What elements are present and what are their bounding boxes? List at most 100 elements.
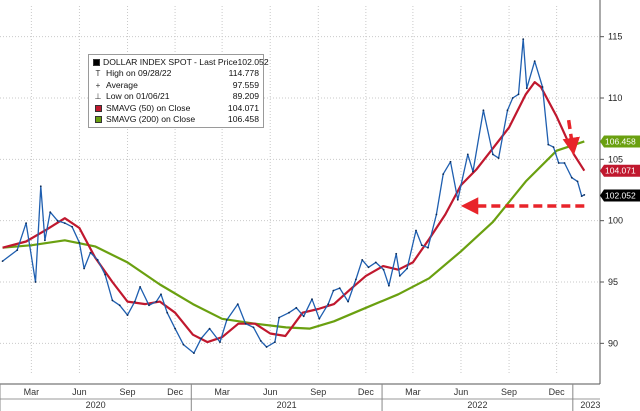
legend-label: Low on 01/06/21 [106,91,170,102]
price-point [570,176,573,179]
price-point [274,341,276,343]
price-point [482,109,485,112]
price-point [236,303,239,305]
year-label: 2023 [580,400,600,410]
legend-row-sma50: SMAVG (50) on Close 104.071 [93,103,259,114]
price-point [174,327,177,330]
price-point [449,160,452,163]
price-point [16,249,19,252]
price-point [388,284,390,287]
price-point [415,229,417,232]
price-point [517,93,520,96]
price-point [541,86,544,88]
price-point [111,299,114,302]
price-point [200,337,203,340]
year-label: 2021 [277,400,297,410]
price-point [580,195,583,198]
price-point [347,300,349,303]
price-point [547,143,550,146]
price-point [288,311,290,314]
price-point [166,311,169,314]
price-point [442,173,445,176]
series-layer [1,38,586,354]
y-tick-label: 90 [608,338,618,348]
price-point [466,153,469,156]
price-point [398,275,401,277]
price-point [506,109,509,112]
value-tag-text: 104.071 [605,166,636,176]
x-tick-label: Dec [549,387,566,397]
legend-value: 104.071 [227,102,259,113]
price-point [522,38,525,40]
price-point [49,211,52,214]
legend-value: 114.778 [228,68,259,79]
y-tick-label: 115 [608,32,622,42]
price-point [525,87,528,90]
price-point [563,162,566,164]
price-point [265,346,268,348]
legend-symbol-low: ⊥ [94,92,102,102]
year-label: 2022 [467,400,487,410]
y-tick-label: 95 [608,277,618,287]
legend-value: 89.209 [232,91,259,102]
price-point [420,244,423,247]
axes: 90 95 100 105 110 115 Mar Jun Sep Dec Mar Jun Sep Dec… [0,0,623,411]
price-point [295,306,298,309]
x-tick-label: Jun [72,387,87,397]
value-tag: 102.052 [600,189,640,202]
x-tick-label: Jun [263,387,278,397]
price-point [71,225,73,228]
series-line-sma50 [2,81,586,344]
legend-label: Average [106,79,138,90]
price-point [552,146,555,149]
x-tick-label: Mar [24,387,40,397]
price-point [56,219,59,222]
price-point [252,326,255,329]
legend-label: DOLLAR INDEX SPOT - Last Price [103,57,238,67]
price-point [193,352,195,354]
price-point [139,286,142,288]
legend-row-low: ⊥ Low on 01/06/21 89.209 [93,91,259,102]
price-point [311,298,313,301]
value-tag-layer: 106.458 104.071 102.052 [600,135,640,202]
x-tick-label: Jun [454,387,469,397]
x-tick-label: Sep [310,387,326,397]
price-point [318,317,321,320]
price-point [278,316,280,319]
price-point [435,213,438,216]
y-tick-label: 105 [608,154,623,164]
x-tick-label: Sep [120,387,136,397]
legend-label: SMAVG (200) on Close [106,114,196,125]
legend-symbol-box [93,59,100,67]
legend-row-last-price: DOLLAR INDEX SPOT - Last Price 102.052 [93,57,269,68]
price-point [497,157,500,160]
price-point [155,300,158,303]
price-point [361,259,364,261]
price-point [367,266,370,269]
value-tag-text: 102.052 [605,190,636,200]
legend-value: 106.458 [227,114,259,125]
price-point [456,198,459,201]
price-point [25,222,27,225]
legend-symbol-average: + [95,80,101,90]
legend-row-sma200: SMAVG (200) on Close 106.458 [93,114,259,125]
x-tick-label: Sep [501,387,517,397]
annotation-layer [460,119,585,215]
price-point [78,241,81,244]
price-point [160,293,162,296]
grid-lines [0,6,600,374]
legend-label: High on 09/28/22 [106,68,172,79]
y-tick-label: 100 [608,216,623,226]
price-point [244,322,247,325]
legend-label: SMAVG (50) on Close [106,102,191,113]
legend-color-swatch [93,59,100,67]
x-tick-label: Dec [358,387,375,397]
price-point [148,304,150,307]
price-point [406,267,408,270]
price-point [34,281,37,283]
series-line-sma200 [2,140,585,330]
value-tag: 104.071 [600,164,640,177]
price-point [427,246,429,249]
price-point [126,314,129,316]
